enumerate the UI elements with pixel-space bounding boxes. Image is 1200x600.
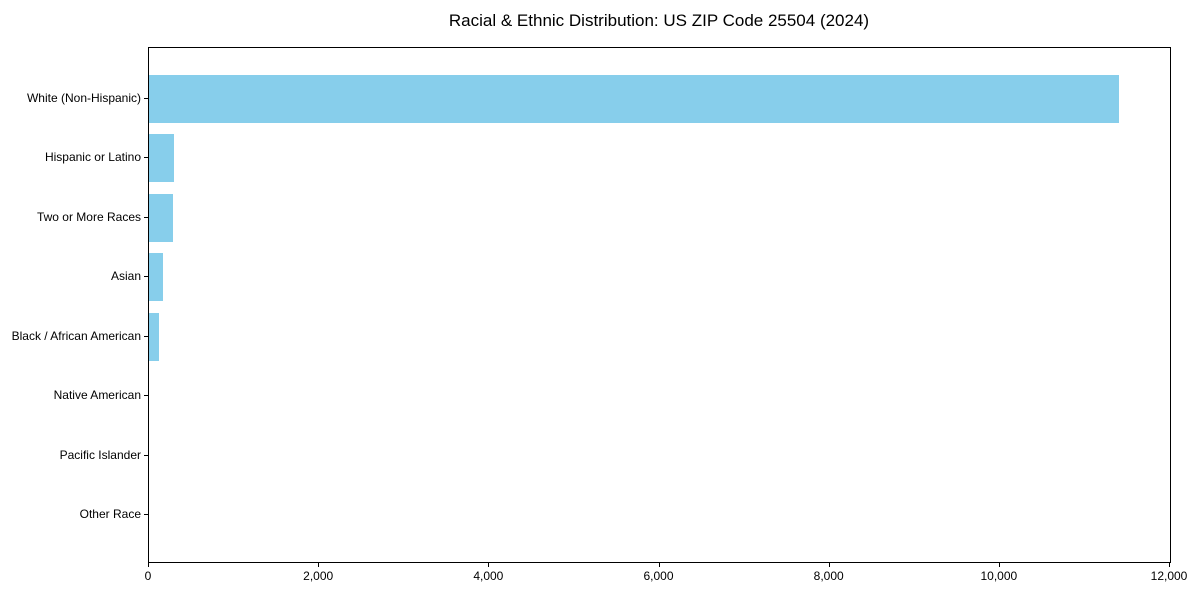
y-axis-label: Other Race bbox=[79, 507, 141, 521]
y-axis-label: Black / African American bbox=[11, 328, 141, 343]
x-axis-tick-label: 2,000 bbox=[303, 569, 334, 583]
bar bbox=[149, 312, 160, 361]
y-axis-tick bbox=[144, 216, 148, 218]
x-axis-tick-label: 12,000 bbox=[1150, 569, 1188, 583]
x-axis-tick bbox=[998, 563, 1000, 567]
x-axis-tick-label: 10,000 bbox=[980, 569, 1018, 583]
bar bbox=[149, 75, 1119, 123]
x-axis-tick bbox=[828, 563, 830, 567]
y-axis-tick bbox=[144, 157, 148, 159]
x-axis-tick bbox=[318, 563, 320, 567]
y-axis-tick bbox=[144, 335, 148, 337]
y-axis-tick bbox=[144, 514, 148, 515]
bar bbox=[149, 193, 173, 242]
x-axis-tick bbox=[488, 563, 490, 567]
x-axis-tick-label: 4,000 bbox=[473, 569, 504, 583]
y-axis-tick bbox=[144, 454, 148, 456]
x-axis-tick bbox=[1169, 563, 1170, 567]
bar bbox=[149, 253, 164, 302]
x-axis-tick-label: 6,000 bbox=[643, 569, 674, 583]
y-axis-label: Asian bbox=[110, 269, 141, 284]
x-axis-tick bbox=[148, 563, 149, 567]
y-axis-label: Native American bbox=[53, 388, 141, 403]
plot-area bbox=[148, 47, 1171, 563]
chart-title: Racial & Ethnic Distribution: US ZIP Cod… bbox=[448, 11, 870, 30]
y-axis-label: Hispanic or Latino bbox=[44, 150, 141, 165]
y-axis-tick bbox=[144, 395, 148, 397]
bar bbox=[149, 134, 175, 183]
y-axis-label: White (Non-Hispanic) bbox=[26, 91, 141, 105]
x-axis-tick bbox=[658, 563, 660, 567]
x-axis-tick-label: 0 bbox=[144, 569, 152, 583]
y-axis-tick bbox=[144, 98, 148, 99]
x-axis-tick-label: 8,000 bbox=[813, 569, 844, 583]
y-axis-label: Two or More Races bbox=[36, 209, 141, 224]
y-axis-label: Pacific Islander bbox=[59, 447, 141, 462]
y-axis-tick bbox=[144, 276, 148, 278]
